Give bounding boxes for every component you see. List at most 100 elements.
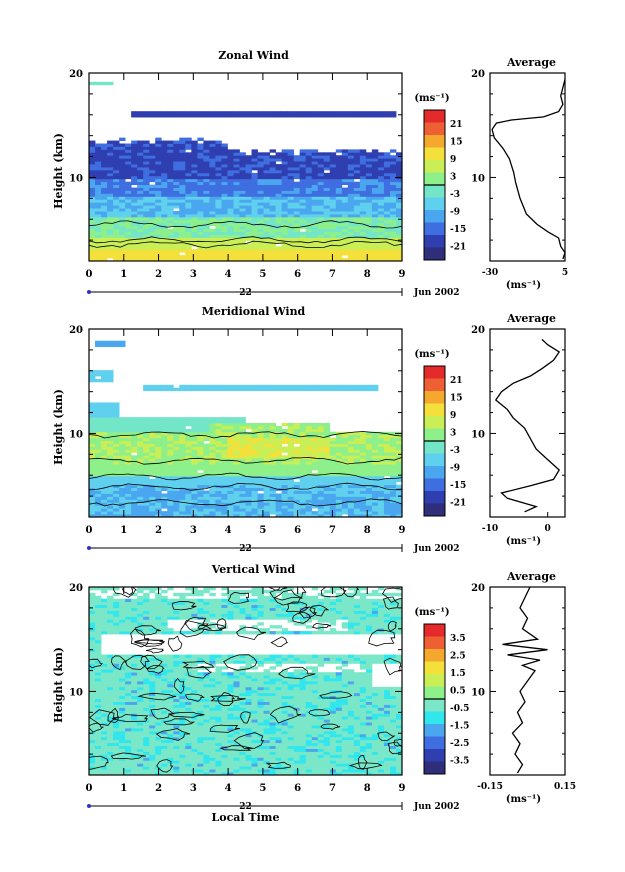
heatmap-cell — [197, 748, 204, 752]
heatmap-cell — [383, 225, 391, 230]
heatmap-cell — [185, 169, 192, 174]
average-profile-line — [491, 79, 566, 260]
heatmap-cell — [95, 340, 102, 345]
heatmap-cell — [215, 196, 222, 200]
heatmap-cell — [215, 164, 222, 168]
heatmap-cell — [143, 449, 150, 453]
heatmap-cell — [389, 149, 397, 153]
heatmap-cell — [335, 446, 343, 450]
heatmap-cell — [179, 496, 186, 500]
colorbar-band — [424, 503, 445, 517]
heatmap-cell — [287, 152, 295, 156]
heatmap-cell — [347, 434, 355, 439]
heatmap-cell — [107, 425, 114, 430]
heatmap-cell — [221, 158, 228, 162]
heatmap-cell — [149, 481, 156, 486]
heatmap-cell — [233, 216, 240, 221]
heatmap-cell — [155, 437, 162, 442]
heatmap-cell — [335, 733, 343, 738]
heatmap-cell — [281, 470, 289, 474]
heatmap-cell — [203, 751, 210, 755]
heatmap-cell — [311, 766, 319, 770]
heatmap-cell — [149, 769, 156, 773]
heatmap-cell — [203, 214, 210, 218]
heatmap-cell — [341, 216, 349, 221]
heatmap-cell — [197, 161, 204, 165]
heatmap-field — [89, 587, 402, 775]
heatmap-cell — [203, 425, 210, 430]
heatmap-cell — [239, 725, 246, 729]
heatmap-cell — [155, 725, 162, 729]
heatmap-cell — [359, 387, 367, 392]
heatmap-cell — [209, 169, 216, 174]
heatmap-cell — [191, 140, 198, 144]
heatmap-cell — [113, 216, 120, 221]
heatmap-cell — [89, 496, 96, 500]
heatmap-cell — [287, 478, 295, 483]
heatmap-cell — [311, 467, 319, 471]
heatmap-cell — [215, 167, 222, 171]
heatmap-cell — [335, 490, 343, 494]
heatmap-cell — [155, 231, 162, 235]
heatmap-cell — [293, 246, 301, 250]
heatmap-cell — [383, 443, 391, 447]
heatmap-cell — [317, 493, 325, 497]
heatmap-cell — [101, 464, 108, 468]
heatmap-cell — [269, 739, 276, 744]
heatmap-cell — [323, 216, 331, 221]
heatmap-cell — [215, 425, 222, 430]
colorbar-band — [424, 172, 445, 186]
heatmap-cell — [347, 484, 355, 489]
heatmap-cell — [359, 184, 367, 188]
heatmap-cell — [95, 155, 102, 159]
heatmap-cell — [275, 748, 283, 752]
heatmap-cell — [203, 143, 210, 147]
heatmap-cell — [191, 745, 198, 749]
heatmap-cell — [365, 508, 373, 512]
heatmap-cell — [281, 164, 289, 168]
heatmap-cell — [191, 199, 198, 203]
heatmap-cell — [311, 208, 319, 212]
heatmap-cell — [149, 228, 156, 233]
heatmap-cell — [173, 146, 180, 150]
average-y-tick-label: 20 — [471, 325, 485, 336]
heatmap-cell — [173, 464, 180, 468]
heatmap-cell — [197, 211, 204, 215]
colorbar-tick-label: -9 — [450, 463, 460, 473]
heatmap-cell — [341, 237, 349, 241]
heatmap-cell — [395, 505, 402, 509]
heatmap-cell — [203, 772, 210, 775]
heatmap-cell — [161, 733, 168, 738]
heatmap-cell — [101, 402, 108, 406]
heatmap-cell — [215, 143, 222, 147]
heatmap-cell — [173, 161, 180, 165]
heatmap-cell — [269, 725, 276, 729]
heatmap-cell — [239, 423, 246, 427]
heatmap-cell — [389, 440, 397, 444]
heatmap-cell — [95, 370, 102, 374]
heatmap-cell — [107, 423, 114, 427]
heatmap-cell — [371, 431, 379, 436]
heatmap-cell — [293, 202, 301, 206]
heatmap-cell — [335, 149, 343, 153]
heatmap-cell — [383, 757, 391, 761]
heatmap-cell — [251, 449, 258, 453]
heatmap-cell — [203, 164, 210, 168]
heatmap-cell — [305, 470, 313, 474]
heatmap-cell — [275, 249, 283, 253]
heatmap-cell — [377, 231, 385, 235]
colorbar-unit: (ms⁻¹) — [414, 93, 449, 104]
heatmap-cell — [113, 161, 120, 165]
heatmap-cell — [185, 739, 192, 744]
heatmap-cell — [323, 481, 331, 486]
heatmap-cell — [389, 114, 397, 118]
heatmap-cell — [155, 470, 162, 474]
heatmap-cell — [95, 508, 102, 512]
heatmap-cell — [167, 496, 174, 500]
heatmap-cell — [167, 443, 174, 447]
heatmap-cell — [131, 258, 138, 261]
heatmap-cell — [191, 449, 198, 453]
heatmap-cell — [257, 164, 264, 168]
heatmap-cell — [299, 772, 307, 775]
heatmap-cell — [299, 149, 307, 153]
